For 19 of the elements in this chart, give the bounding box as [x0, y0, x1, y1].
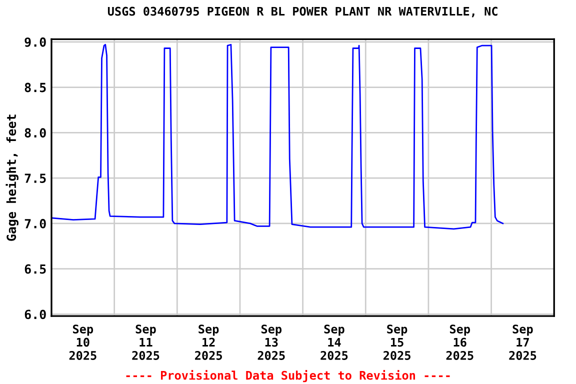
- x-tick-label: Sep 11 2025: [132, 324, 160, 360]
- y-tick-label: 7.5: [24, 174, 46, 183]
- x-tick-label: Sep 16 2025: [446, 324, 474, 360]
- x-tick-label: Sep 14 2025: [320, 324, 348, 360]
- x-tick-label: Sep 12 2025: [195, 324, 222, 360]
- y-tick-label: 8.5: [24, 82, 46, 92]
- x-tick-label: Sep 15 2025: [383, 324, 410, 360]
- y-tick-label: 6.0: [24, 310, 46, 320]
- y-tick-label: 6.5: [24, 264, 46, 274]
- x-tick-label: Sep 10 2025: [69, 324, 96, 360]
- text: ---- Provisional Data Subject to Revision ----: [126, 370, 450, 382]
- chart-title: USGS 03460795 PIGEON R BL POWER PLANT NR WATERVILLE, NC: [108, 6, 498, 18]
- y-axis-title: Gage height, feet: [6, 114, 18, 241]
- x-tick-label: Sep 13 2025: [258, 324, 285, 360]
- y-tick-label: 7.0: [24, 218, 46, 228]
- y-tick-label: 9.0: [24, 37, 46, 47]
- line-series: [51, 44, 504, 230]
- y-tick-label: 8.0: [24, 128, 46, 138]
- x-tick-label: Sep 17 2025: [509, 324, 536, 360]
